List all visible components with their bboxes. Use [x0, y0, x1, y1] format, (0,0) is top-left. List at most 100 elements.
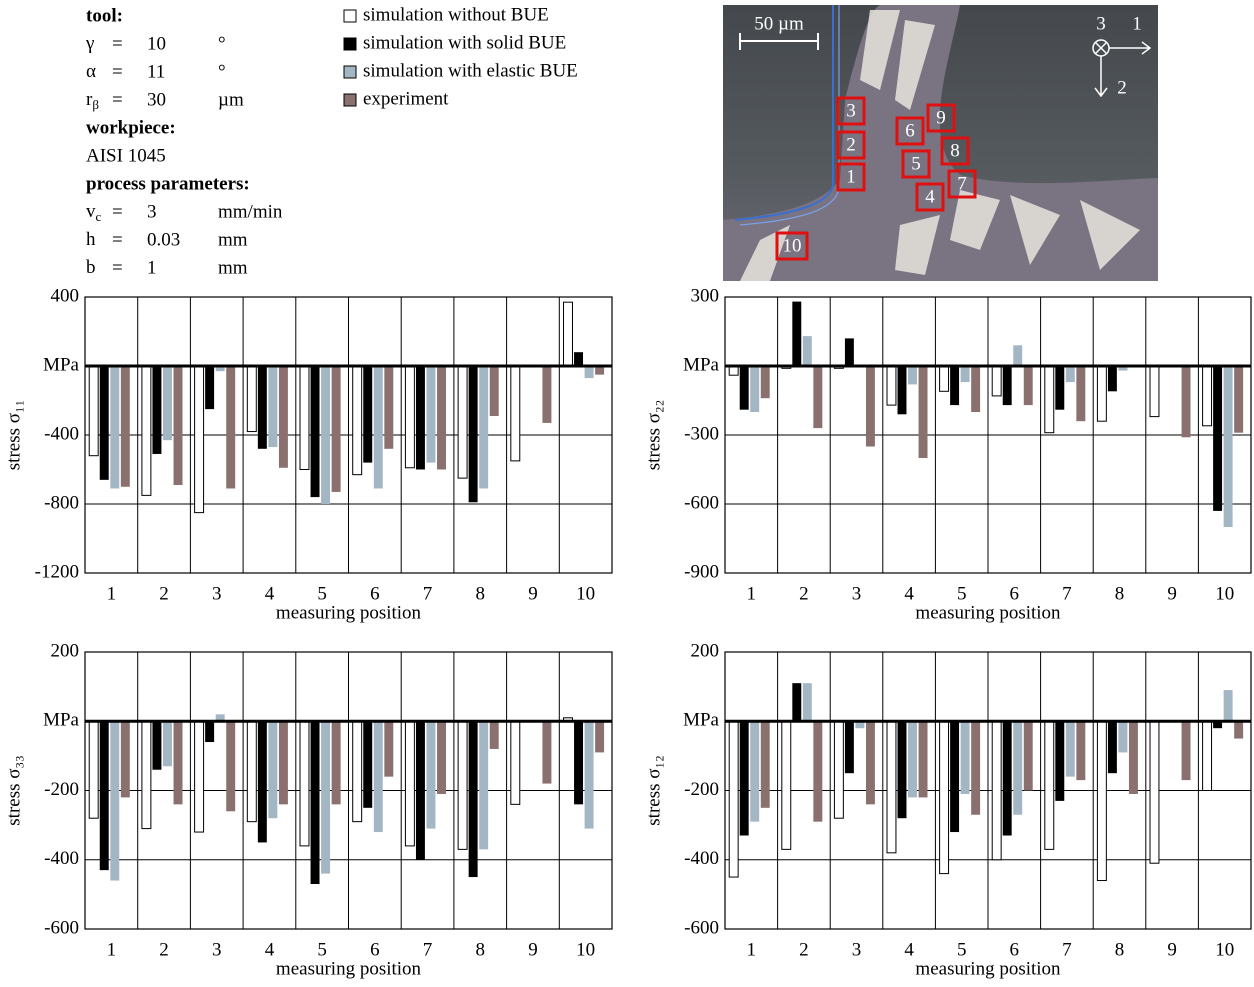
y-tick-label: -200: [684, 779, 719, 800]
bar: [564, 302, 573, 366]
param-value: 30: [147, 89, 166, 110]
x-axis-label: measuring position: [915, 602, 1061, 623]
bar: [1055, 366, 1064, 410]
symbol-text: v: [86, 201, 96, 222]
x-tick-label: 10: [1215, 939, 1234, 960]
bar: [490, 366, 499, 416]
position-label: 2: [846, 134, 856, 155]
bar: [416, 721, 425, 860]
bar: [574, 721, 583, 804]
bar: [940, 366, 949, 391]
bar: [585, 721, 594, 828]
x-tick-label: 1: [107, 583, 117, 604]
bar: [792, 683, 801, 721]
bar: [740, 721, 749, 835]
bar: [205, 366, 214, 409]
scale-bar-label: 50 µm: [754, 13, 804, 34]
y-tick-label: -400: [684, 848, 719, 869]
bar: [1076, 366, 1085, 421]
legend-label: simulation with solid BUE: [363, 32, 566, 53]
position-label: 7: [957, 173, 967, 194]
bar: [247, 721, 256, 821]
equals: =: [112, 89, 123, 110]
bar: [845, 721, 854, 773]
x-tick-label: 8: [476, 583, 486, 604]
param-unit: mm: [218, 257, 248, 278]
bar: [174, 721, 183, 804]
y-tick-label: 200: [691, 640, 720, 661]
bar: [1024, 721, 1033, 790]
axis-direction: 1: [1132, 13, 1142, 34]
y-tick-label: 200: [51, 640, 80, 661]
legend-swatch: [344, 38, 356, 50]
bar: [437, 721, 446, 794]
legend-label: simulation with elastic BUE: [363, 60, 578, 81]
bar: [110, 366, 119, 488]
bar: [1013, 721, 1022, 814]
bar: [950, 721, 959, 832]
bar: [1150, 366, 1159, 417]
bar: [1182, 721, 1191, 780]
axis-direction: 3: [1096, 13, 1106, 34]
bar: [887, 721, 896, 853]
bar: [374, 366, 383, 488]
bar: [1024, 366, 1033, 405]
x-tick-label: 4: [904, 583, 914, 604]
bar: [866, 721, 875, 804]
x-tick-label: 7: [423, 583, 433, 604]
bar: [750, 721, 759, 821]
bar: [992, 366, 1001, 396]
symbol: b: [86, 257, 96, 278]
bar: [311, 366, 320, 497]
y-tick-label: -600: [684, 917, 719, 938]
bar: [363, 366, 372, 463]
x-tick-label: 7: [1062, 939, 1072, 960]
bar: [845, 338, 854, 366]
y-tick-label: MPa: [43, 354, 79, 375]
symbol-subscript: c: [96, 209, 102, 224]
bar: [1203, 721, 1212, 790]
legend-label: experiment: [363, 88, 449, 109]
equals: =: [112, 229, 123, 250]
param-value: 1: [147, 257, 157, 278]
bar: [1045, 721, 1054, 849]
bar: [110, 721, 119, 880]
bar: [479, 366, 488, 488]
bar: [1097, 721, 1106, 880]
x-tick-label: 9: [1167, 583, 1177, 604]
section-heading: workpiece:: [86, 117, 176, 138]
x-tick-label: 3: [852, 939, 862, 960]
bar: [595, 721, 604, 752]
y-axis-label: stress σ₂₂: [643, 400, 664, 470]
legend-swatch: [344, 66, 356, 78]
bar: [919, 721, 928, 797]
bar: [100, 721, 109, 870]
y-axis-label: stress σ₁₁: [3, 400, 24, 470]
y-tick-label: -300: [684, 423, 719, 444]
bar: [961, 366, 970, 382]
bar: [142, 721, 151, 828]
equals: =: [112, 201, 123, 222]
symbol: α: [86, 61, 96, 82]
bar: [950, 366, 959, 405]
bar: [585, 366, 594, 378]
equals: =: [112, 61, 123, 82]
bar: [866, 366, 875, 447]
bar: [279, 366, 288, 468]
x-tick-label: 10: [1215, 583, 1234, 604]
bar: [195, 721, 204, 832]
bar: [1097, 366, 1106, 421]
bar: [1224, 366, 1233, 527]
bar: [1150, 721, 1159, 863]
bar: [384, 366, 393, 449]
bar: [142, 366, 151, 495]
bar: [121, 721, 130, 797]
bar: [750, 366, 759, 412]
x-tick-label: 1: [107, 939, 117, 960]
bar: [761, 721, 770, 808]
bar: [311, 721, 320, 884]
bar: [813, 721, 822, 821]
x-axis-label: measuring position: [276, 602, 422, 623]
bar: [321, 721, 330, 873]
x-tick-label: 10: [576, 939, 595, 960]
